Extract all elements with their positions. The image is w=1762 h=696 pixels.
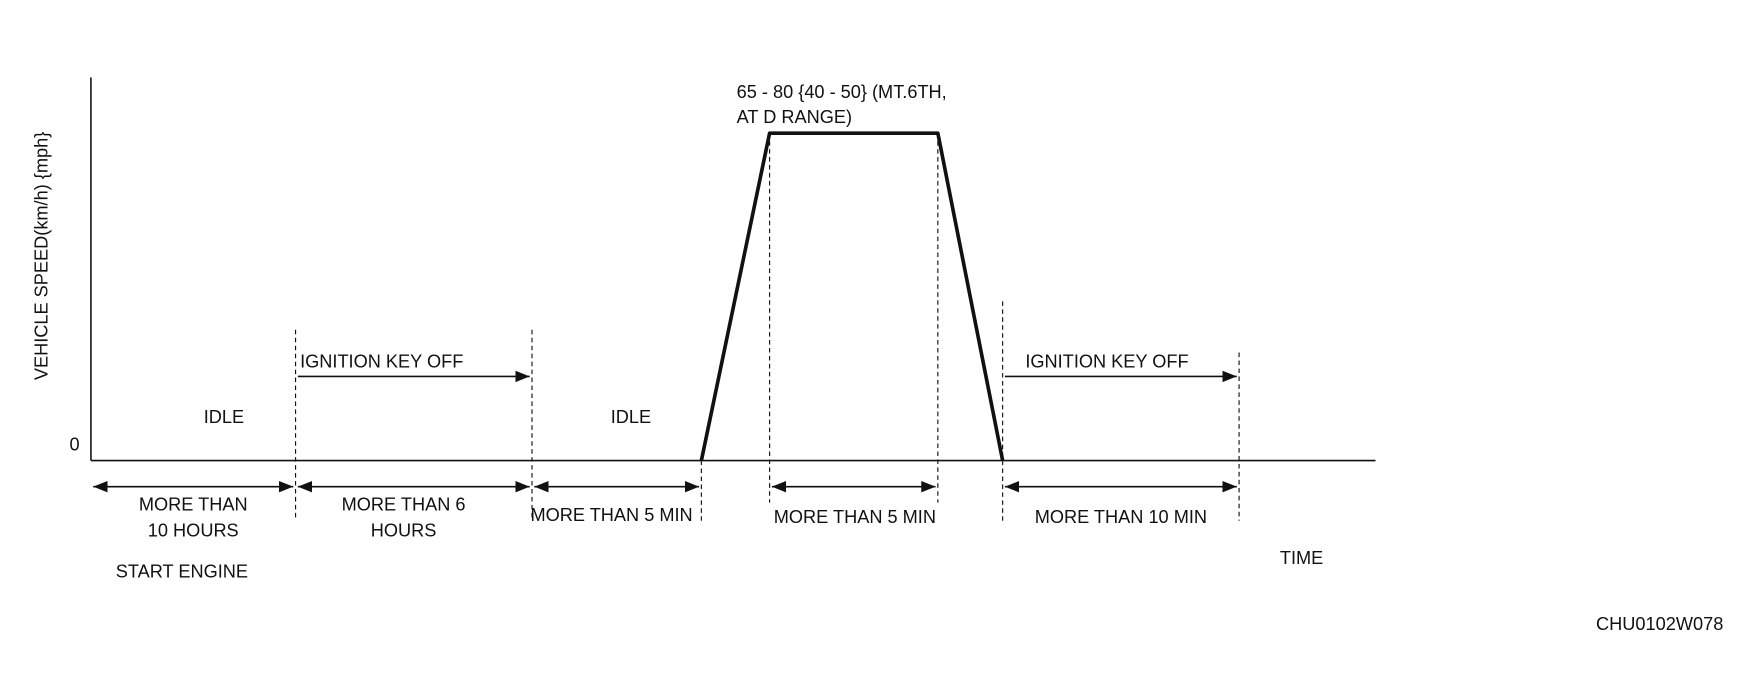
- duration-label: HOURS: [371, 521, 437, 541]
- duration-label: MORE THAN: [139, 495, 248, 515]
- x-axis-label: TIME: [1280, 548, 1323, 568]
- duration-label: MORE THAN 6: [342, 495, 466, 515]
- phase-label: IGNITION KEY OFF: [1025, 351, 1188, 371]
- figure-id: CHU0102W078: [1596, 614, 1723, 634]
- peak-label: AT D RANGE): [737, 107, 852, 127]
- start-label: START ENGINE: [116, 562, 248, 582]
- duration-label: 10 HOURS: [148, 521, 239, 541]
- phase-label: IGNITION KEY OFF: [300, 351, 463, 371]
- phase-label: IDLE: [204, 407, 244, 427]
- phase-label: IDLE: [611, 407, 651, 427]
- duration-label: MORE THAN 5 MIN: [530, 505, 692, 525]
- arrows: [93, 370, 1237, 493]
- speed-profile: [699, 131, 1005, 461]
- zero-label: 0: [69, 434, 79, 454]
- dividers: [294, 133, 1240, 521]
- duration-label: MORE THAN 5 MIN: [774, 507, 936, 527]
- y-axis-label: VEHICLE SPEED(km/h) {mph}: [32, 132, 52, 380]
- peak-label: 65 - 80 {40 - 50} (MT.6TH,: [737, 82, 947, 102]
- duration-label: MORE THAN 10 MIN: [1035, 507, 1207, 527]
